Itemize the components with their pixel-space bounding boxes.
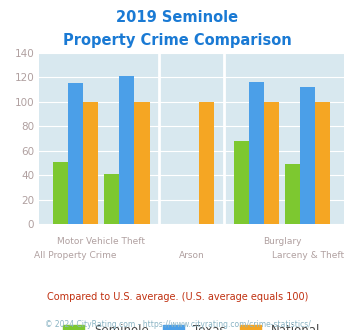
Bar	[285, 164, 300, 224]
Text: All Property Crime: All Property Crime	[34, 251, 117, 260]
Bar	[234, 141, 249, 224]
Text: Property Crime Comparison: Property Crime Comparison	[63, 33, 292, 48]
Text: Burglary: Burglary	[263, 237, 301, 246]
Bar	[249, 82, 264, 224]
Bar	[135, 102, 149, 224]
Text: © 2024 CityRating.com - https://www.cityrating.com/crime-statistics/: © 2024 CityRating.com - https://www.city…	[45, 320, 310, 329]
Bar	[264, 102, 279, 224]
Bar	[104, 174, 119, 224]
Bar	[119, 76, 135, 224]
Bar	[83, 102, 98, 224]
Text: Larceny & Theft: Larceny & Theft	[272, 251, 344, 260]
Text: 2019 Seminole: 2019 Seminole	[116, 10, 239, 25]
Bar	[300, 87, 315, 224]
Legend: Seminole, Texas, National: Seminole, Texas, National	[58, 319, 325, 330]
Text: Motor Vehicle Theft: Motor Vehicle Theft	[57, 237, 145, 246]
Bar	[199, 102, 214, 224]
Text: Compared to U.S. average. (U.S. average equals 100): Compared to U.S. average. (U.S. average …	[47, 292, 308, 302]
Bar	[53, 162, 68, 224]
Bar	[315, 102, 331, 224]
Bar	[68, 83, 83, 224]
Text: Arson: Arson	[179, 251, 204, 260]
